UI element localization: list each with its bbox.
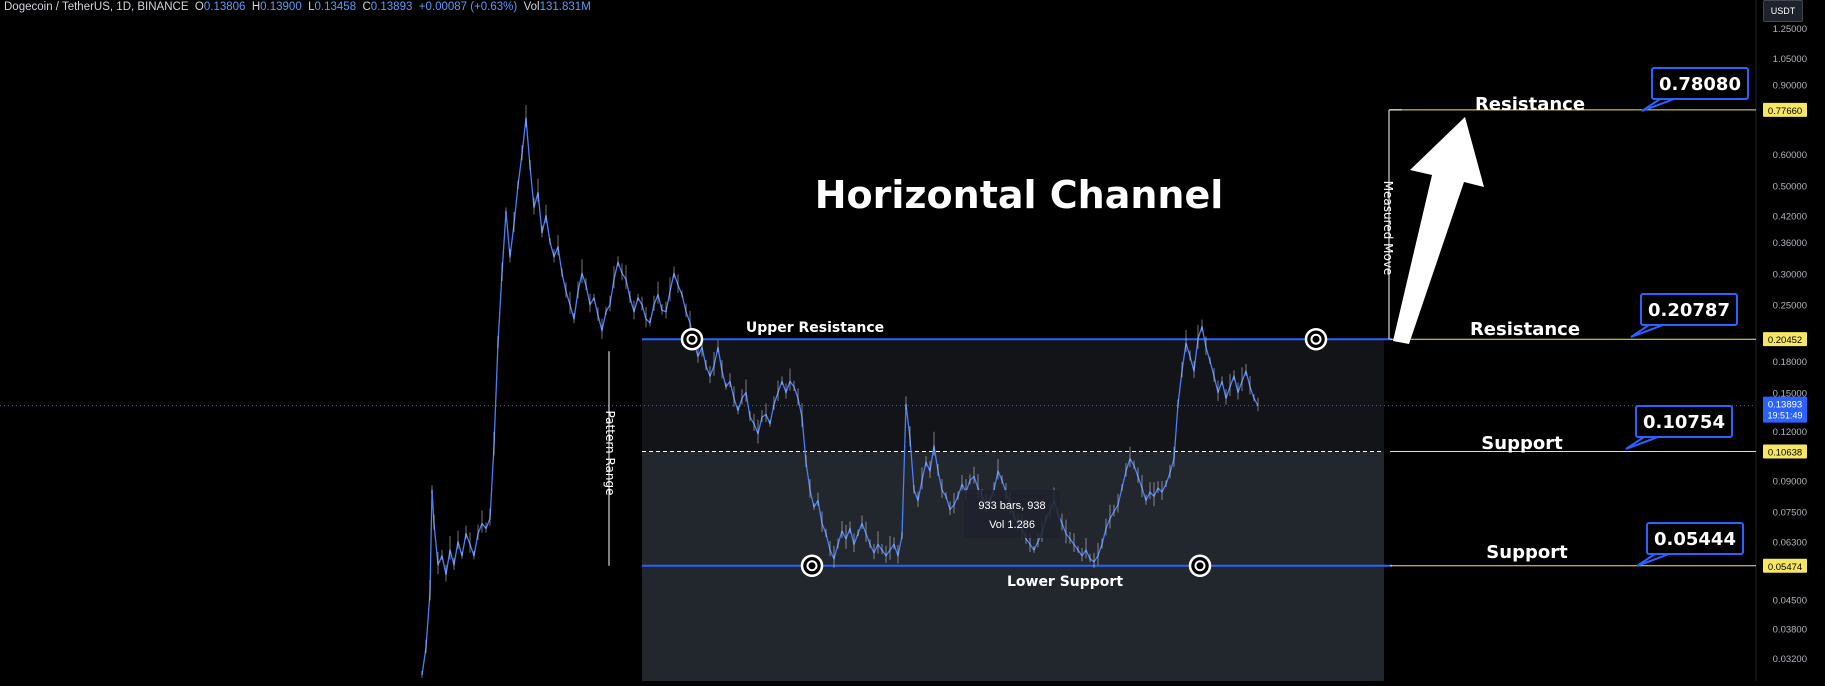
high-value: 0.13900 bbox=[260, 1, 302, 13]
current-price-label: 0.13893 bbox=[1768, 400, 1802, 411]
y-tick-label: 0.18000 bbox=[1773, 357, 1807, 368]
callout-pointer bbox=[1636, 553, 1670, 567]
callout-value-box[interactable] bbox=[1635, 405, 1733, 438]
y-tick-label: 0.12000 bbox=[1773, 427, 1807, 438]
callout-value: 0.78080 bbox=[1659, 74, 1741, 95]
y-tick-label: 0.15000 bbox=[1773, 388, 1807, 399]
callout-pointer bbox=[1641, 98, 1675, 112]
y-tick-label: 0.03800 bbox=[1773, 625, 1807, 636]
callout-value: 0.05444 bbox=[1654, 529, 1736, 550]
change-value: +0.00087 (+0.63%) bbox=[418, 1, 518, 13]
currency-unit-button[interactable]: USDT bbox=[1763, 0, 1803, 22]
range-info-volume: Vol 1.286 bbox=[989, 519, 1035, 531]
symbol-header: Dogecoin / TetherUS, 1D, BINANCE O0.1380… bbox=[4, 1, 591, 13]
price-badge bbox=[1763, 102, 1807, 117]
y-tick-label: 0.50000 bbox=[1773, 182, 1807, 193]
pivot-marker-inner bbox=[686, 333, 698, 345]
chart-title: Horizontal Channel bbox=[815, 173, 1224, 217]
range-info-box bbox=[964, 490, 1060, 538]
candle-countdown-label: 19:51:49 bbox=[1767, 411, 1802, 421]
y-tick-label: 0.42000 bbox=[1773, 211, 1807, 222]
callout-title: Support bbox=[1486, 542, 1568, 563]
pivot-marker-inner bbox=[1194, 560, 1206, 572]
high-label: H bbox=[251, 1, 261, 13]
pivot-marker-inner bbox=[1310, 333, 1322, 345]
y-tick-label: 0.90000 bbox=[1773, 80, 1807, 91]
lower-support-label: Lower Support bbox=[1007, 574, 1123, 590]
callout-pointer bbox=[1630, 324, 1664, 338]
current-price-badge bbox=[1763, 396, 1807, 423]
price-badge bbox=[1763, 332, 1807, 347]
pivot-marker-inner bbox=[806, 560, 818, 572]
vol-value: 131.831M bbox=[539, 1, 591, 13]
y-tick-label: 0.36000 bbox=[1773, 238, 1807, 249]
y-tick-label: 0.09000 bbox=[1773, 476, 1807, 487]
y-tick-label: 0.30000 bbox=[1773, 269, 1807, 280]
upper-resistance-label: Upper Resistance bbox=[746, 320, 884, 336]
callout-title: Resistance bbox=[1470, 319, 1580, 340]
price-badge bbox=[1763, 558, 1807, 573]
open-value: 0.13806 bbox=[203, 1, 246, 13]
pivot-marker-outer[interactable] bbox=[1188, 554, 1212, 578]
range-info-bars: 933 bars, 938 bbox=[978, 500, 1045, 512]
open-label: O bbox=[194, 1, 204, 13]
y-tick-label: 0.04500 bbox=[1773, 595, 1807, 606]
low-label: L bbox=[308, 1, 315, 13]
callout-value: 0.10754 bbox=[1643, 412, 1725, 433]
callout-title: Resistance bbox=[1475, 94, 1585, 115]
close-value: 0.13893 bbox=[370, 1, 413, 13]
y-tick-label: 0.07500 bbox=[1773, 508, 1807, 519]
symbol-name: Dogecoin / TetherUS, 1D, BINANCE bbox=[4, 1, 189, 13]
callout-value-box[interactable] bbox=[1640, 293, 1738, 326]
y-tick-label: 0.60000 bbox=[1773, 150, 1807, 161]
callout-title: Support bbox=[1481, 433, 1563, 454]
pivot-marker-outer[interactable] bbox=[800, 554, 824, 578]
close-label: C bbox=[362, 1, 371, 13]
price-badge-label: 0.20452 bbox=[1768, 335, 1802, 346]
measured-move-label: Measured Move bbox=[1381, 181, 1395, 276]
y-tick-label: 0.06300 bbox=[1773, 538, 1807, 549]
vol-label: Vol bbox=[523, 1, 540, 13]
price-badge-label: 0.10638 bbox=[1768, 448, 1802, 459]
y-tick-label: 0.25000 bbox=[1773, 301, 1807, 312]
callout-value-box[interactable] bbox=[1651, 67, 1749, 100]
callout-value: 0.20787 bbox=[1648, 300, 1730, 321]
price-badge-label: 0.05474 bbox=[1768, 562, 1802, 573]
pattern-range-label: Pattern Range bbox=[603, 410, 617, 495]
pivot-marker-outer[interactable] bbox=[680, 327, 704, 351]
callout-value-box[interactable] bbox=[1646, 522, 1744, 555]
price-badge bbox=[1763, 444, 1807, 459]
channel-upper-box bbox=[642, 339, 1384, 452]
price-badge-label: 0.77660 bbox=[1768, 106, 1802, 117]
y-tick-label: 1.25000 bbox=[1773, 24, 1807, 35]
y-tick-label: 1.05000 bbox=[1773, 54, 1807, 65]
y-tick-label: 0.03200 bbox=[1773, 654, 1807, 665]
measured-move-arrow bbox=[1393, 117, 1484, 344]
low-value: 0.13458 bbox=[314, 1, 357, 13]
callout-pointer bbox=[1625, 436, 1659, 450]
pivot-marker-outer[interactable] bbox=[1304, 327, 1328, 351]
